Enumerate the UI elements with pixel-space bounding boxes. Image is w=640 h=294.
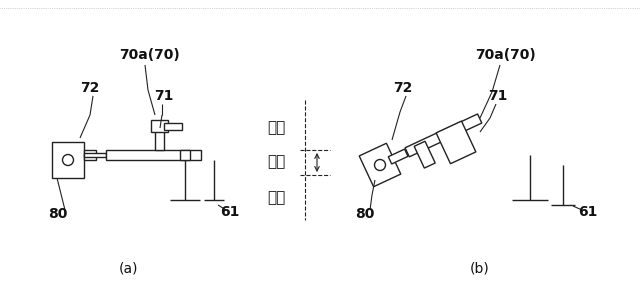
Polygon shape: [359, 143, 401, 187]
Bar: [151, 120, 168, 132]
Text: 71: 71: [488, 89, 508, 103]
Bar: [180, 150, 190, 160]
Text: 透光: 透光: [267, 191, 285, 206]
Circle shape: [63, 155, 74, 166]
Text: 72: 72: [80, 81, 100, 95]
Text: (b): (b): [470, 261, 490, 275]
Text: 70a(70): 70a(70): [475, 48, 536, 62]
Text: 透光: 透光: [267, 121, 285, 136]
Text: (a): (a): [118, 261, 138, 275]
Polygon shape: [388, 149, 408, 164]
Text: 71: 71: [154, 89, 173, 103]
Bar: [106, 150, 201, 160]
Bar: [52, 142, 84, 178]
Text: 72: 72: [394, 81, 413, 95]
Circle shape: [374, 160, 385, 171]
Text: 70a(70): 70a(70): [120, 48, 180, 62]
Bar: [84, 153, 106, 157]
Polygon shape: [405, 114, 482, 157]
Text: 80: 80: [48, 207, 68, 221]
Bar: [164, 123, 182, 130]
Bar: [155, 130, 164, 150]
Polygon shape: [414, 141, 435, 168]
Text: 61: 61: [220, 205, 240, 219]
Bar: [84, 150, 96, 160]
Text: 遮光: 遮光: [267, 155, 285, 170]
Polygon shape: [436, 121, 476, 164]
Text: 61: 61: [579, 205, 598, 219]
Text: 80: 80: [355, 207, 374, 221]
